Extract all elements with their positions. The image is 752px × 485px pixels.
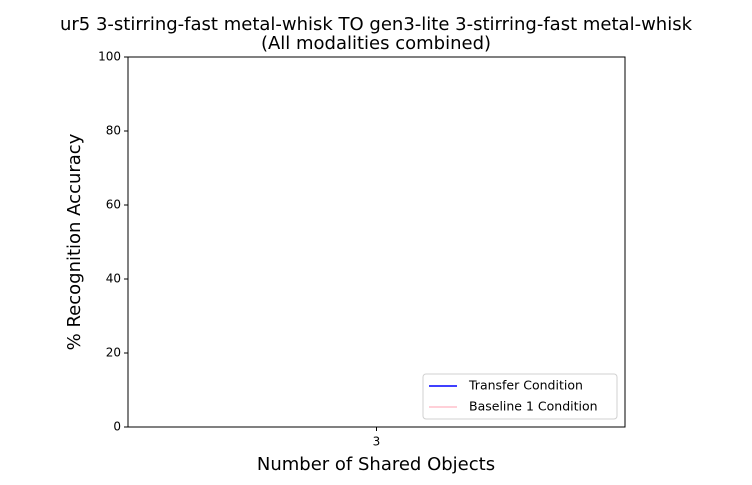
y-tick-label: 20 xyxy=(106,346,121,360)
chart-title: ur5 3-stirring-fast metal-whisk TO gen3-… xyxy=(60,14,693,35)
chart-subtitle: (All modalities combined) xyxy=(261,33,491,54)
y-tick-label: 80 xyxy=(106,124,121,138)
y-tick-label: 40 xyxy=(106,272,121,286)
y-tick-label: 100 xyxy=(98,50,121,64)
plot-area xyxy=(127,56,626,428)
x-tick-label: 3 xyxy=(373,435,381,449)
y-tick-label: 0 xyxy=(113,420,121,434)
x-axis-label: Number of Shared Objects xyxy=(257,454,495,475)
y-axis-label: % Recognition Accuracy xyxy=(64,133,85,350)
legend-label: Transfer Condition xyxy=(468,378,583,393)
legend-label: Baseline 1 Condition xyxy=(469,399,598,414)
y-tick-label: 60 xyxy=(106,198,121,212)
legend-box xyxy=(422,373,618,420)
